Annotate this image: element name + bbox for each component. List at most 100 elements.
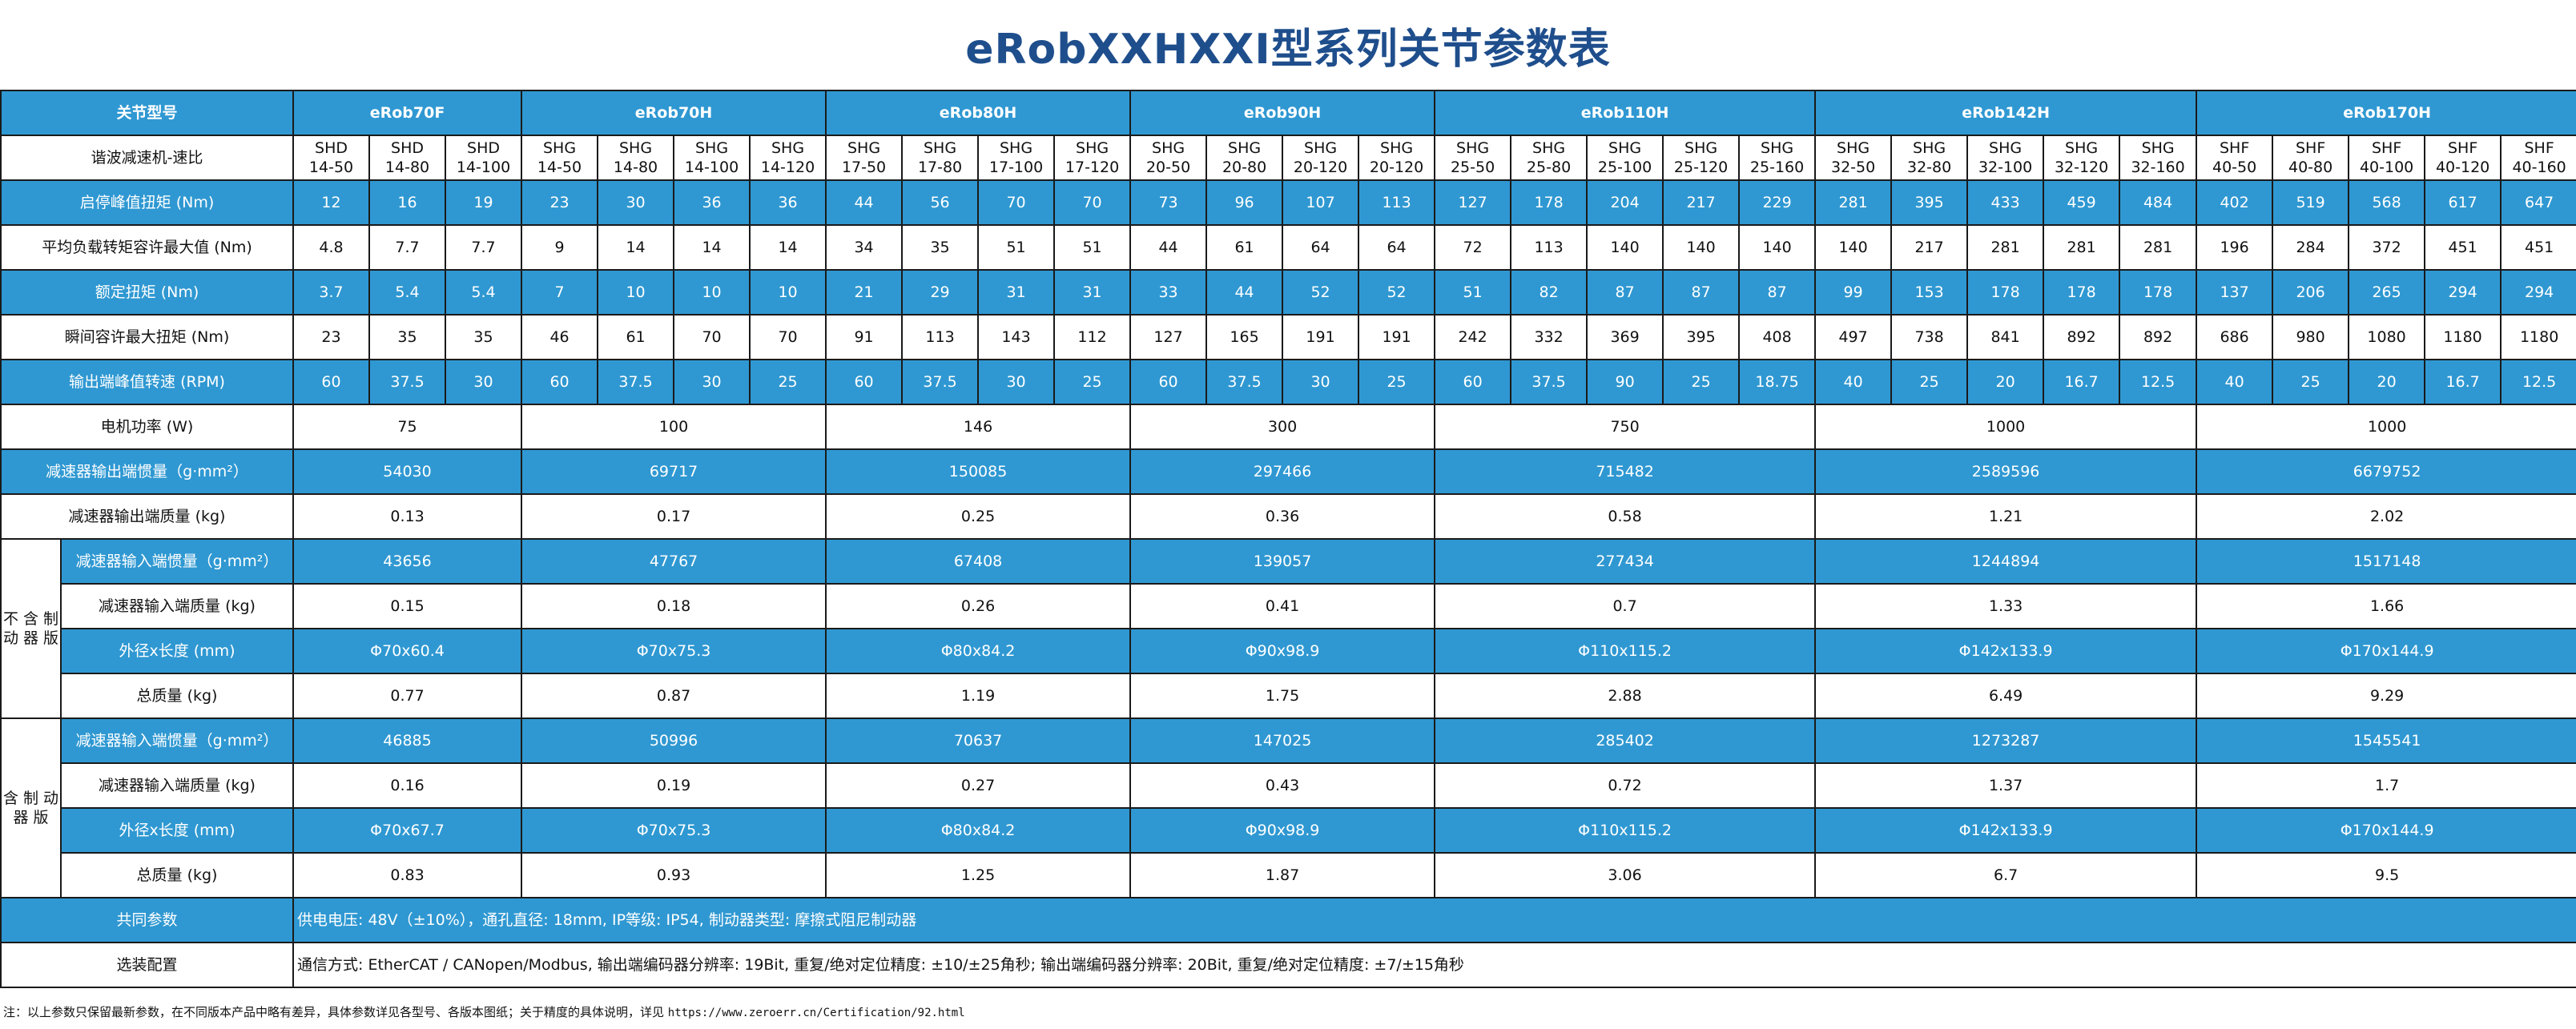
value-cell: 14 [673,224,751,271]
no-brake-row: 外径x长度 (mm) Φ70x60.4 Φ70x75.3 Φ80x84.2 Φ90x98… [1,628,2576,674]
value-cell: 70637 [825,717,1132,764]
value-cell: 35 [901,224,980,271]
value-cell: 1080 [2348,314,2426,360]
value-cell: 72 [1434,224,1512,271]
value-cell: 153 [1890,269,1969,316]
value-cell: 113 [1510,224,1588,271]
value-cell: 0.41 [1129,583,1436,629]
common-text: 供电电压: 48V（±10%），通孔直径: 18mm, IP等级: IP54, … [292,897,2576,943]
value-cell: 191 [1282,314,1360,360]
value-cell: 127 [1434,179,1512,226]
value-cell: 1517148 [2196,538,2576,585]
value-cell: 408 [1738,314,1817,360]
value-cell: 1.25 [825,852,1132,898]
value-cell: 10 [597,269,675,316]
value-cell: 10 [749,269,827,316]
ratio-cell: SHG 20-120 [1358,135,1436,181]
value-cell: 2589596 [1814,448,2198,495]
ratio-cell: SHG 17-100 [977,135,1056,181]
page-title: eRobXXHXXI型系列关节参数表 [965,25,1611,74]
ratio-row: 谐波减速机-速比 SHD 14-50 SHD 14-80 SHD 14-100 SHG … [0,135,2576,181]
ratio-cell: SHG 20-120 [1282,135,1360,181]
value-cell: 70 [1053,179,1132,226]
value-cell: 40 [1814,359,1893,405]
value-cell: 33 [1129,269,1208,316]
value-cell: 113 [1358,179,1436,226]
value-cell: 87 [1662,269,1741,316]
value-cell: 519 [2272,179,2350,226]
ratio-cell: SHG 17-80 [901,135,980,181]
ratio-cell: SHF 40-100 [2348,135,2426,181]
data-row: 平均负载转矩容许最大值 (Nm) 4.8 7.7 7.7 9 14 14 14 34 35 51 51… [0,224,2576,271]
value-cell: 0.13 [292,493,523,540]
value-cell: Φ90x98.9 [1129,807,1436,854]
value-cell: 0.17 [521,493,827,540]
value-cell: 178 [2043,269,2121,316]
value-cell: 30 [597,179,675,226]
value-cell: 178 [2119,269,2198,316]
value-cell: 30 [1282,359,1360,405]
value-cell: 67408 [825,538,1132,585]
value-cell: 265 [2348,269,2426,316]
value-cell: 140 [1738,224,1817,271]
value-cell: 140 [1662,224,1741,271]
value-cell: 7.7 [445,224,523,271]
value-cell: 6.7 [1814,852,2198,898]
value-cell: 25 [1662,359,1741,405]
no-brake-row: 不 含 制 动 器 版减速器输入端惯量（g·mm²） 43656 47767 6740… [0,538,2576,719]
ratio-cell: SHG 17-50 [825,135,904,181]
data-row: 启停峰值扭矩 (Nm) 12 16 19 23 30 36 36 44 56 70 70 73 96 107… [0,179,2576,226]
value-cell: Φ70x75.3 [521,807,827,854]
value-cell: 139057 [1129,538,1436,585]
value-cell: 69717 [521,448,827,495]
row-label: 总质量 (kg) [59,673,295,719]
value-cell: Φ80x84.2 [825,628,1132,674]
value-cell: 9 [521,224,599,271]
value-cell: Φ110x115.2 [1434,628,1817,674]
ratio-cell: SHG 17-120 [1053,135,1132,181]
value-cell: 277434 [1434,538,1817,585]
value-cell: 60 [1129,359,1208,405]
row-label: 外径x长度 (mm) [59,807,295,854]
value-cell: 140 [1586,224,1664,271]
value-cell: 30 [673,359,751,405]
value-cell: 56 [901,179,980,226]
value-cell: 25 [2272,359,2350,405]
value-cell: Φ90x98.9 [1129,628,1436,674]
ratio-cell: SHD 14-100 [445,135,523,181]
value-cell: 51 [977,224,1056,271]
value-cell: 0.93 [521,852,827,898]
footnote-link[interactable]: https://www.zeroerr.cn/Certification/92.… [667,1007,965,1019]
value-cell: 37.5 [1205,359,1284,405]
row-label: 启停峰值扭矩 (Nm) [0,179,295,226]
value-cell: 617 [2424,179,2502,226]
value-cell: 96 [1205,179,1284,226]
value-cell: 1.7 [2196,762,2576,809]
value-cell: 29 [901,269,980,316]
with-brake-row: 外径x长度 (mm) Φ70x67.7 Φ70x75.3 Φ80x84.2 Φ90x98… [1,807,2576,854]
value-cell: 20 [2348,359,2426,405]
value-cell: 60 [825,359,904,405]
value-cell: 196 [2196,224,2274,271]
value-cell: 23 [292,314,371,360]
model-header: eRob110H [1434,90,1817,136]
value-cell: Φ170x144.9 [2196,807,2576,854]
value-cell: 16.7 [2043,359,2121,405]
value-cell: 30 [445,359,523,405]
value-cell: 892 [2119,314,2198,360]
value-cell: Φ110x115.2 [1434,807,1817,854]
value-cell: 25 [1890,359,1969,405]
header-row: 关节型号 eRob70F eRob70H eRob80H eRob90H eRob110H… [0,90,2576,136]
row-label: 减速器输入端惯量（g·mm²） [59,717,295,764]
value-cell: 143 [977,314,1056,360]
row-label: 外径x长度 (mm) [59,628,295,674]
value-cell: 25 [749,359,827,405]
spec-table-body: 关节型号 eRob70F eRob70H eRob80H eRob90H eRob110H… [0,90,2576,988]
ratio-cell: SHG 32-50 [1814,135,1893,181]
value-cell: 738 [1890,314,1969,360]
ratio-cell: SHF 40-160 [2500,135,2576,181]
value-cell: 31 [1053,269,1132,316]
value-cell: 44 [825,179,904,226]
value-cell: 7 [521,269,599,316]
